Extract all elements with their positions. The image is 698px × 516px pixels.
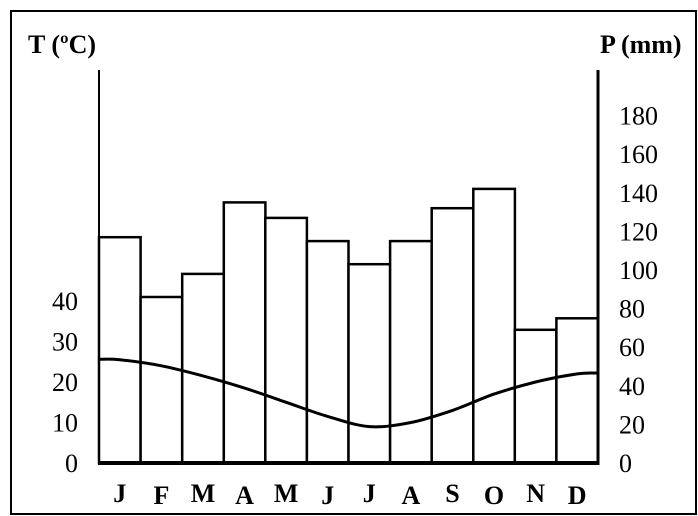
temperature-line <box>98 357 599 429</box>
right-tick-label: 40 <box>619 372 645 401</box>
month-label: S <box>445 479 459 508</box>
month-label: D <box>568 481 587 510</box>
left-tick-label: 10 <box>52 409 78 438</box>
precipitation-bar <box>513 328 558 465</box>
precipitation-bar <box>347 262 392 465</box>
precipitation-bar <box>388 239 433 465</box>
right-tick-label: 80 <box>619 295 645 324</box>
right-tick-label: 0 <box>619 449 632 478</box>
right-tick-label: 180 <box>619 102 658 131</box>
precipitation-bars <box>97 187 600 465</box>
left-axis-label: T (ºC) <box>28 30 96 59</box>
right-tick-label: 60 <box>619 333 645 362</box>
right-tick-label: 140 <box>619 179 658 208</box>
precipitation-bar <box>97 235 142 465</box>
month-label: J <box>363 479 376 508</box>
precipitation-bar <box>139 295 184 465</box>
left-tick-label: 0 <box>65 449 78 478</box>
month-label: M <box>191 479 216 508</box>
month-label: A <box>402 481 421 510</box>
right-tick-label: 20 <box>619 410 645 439</box>
month-label: J <box>321 481 334 510</box>
right-tick-label: 160 <box>619 140 658 169</box>
month-label: A <box>235 481 254 510</box>
left-tick-labels: 0 10 20 30 40 <box>52 287 78 478</box>
precipitation-bar <box>430 206 475 465</box>
left-tick-label: 20 <box>52 368 78 397</box>
right-tick-label: 120 <box>619 217 658 246</box>
precipitation-bar <box>555 317 600 465</box>
right-tick-label: 100 <box>619 256 658 285</box>
right-axis-label: P (mm) <box>600 30 682 59</box>
precipitation-bar <box>222 201 267 465</box>
month-label: J <box>113 479 126 508</box>
left-tick-label: 40 <box>52 287 78 316</box>
precipitation-bar <box>472 187 517 465</box>
right-tick-labels: 0 20 40 60 80 100 120 140 160 180 <box>619 102 658 478</box>
month-label: M <box>274 479 299 508</box>
precipitation-bar <box>305 239 350 465</box>
month-label: O <box>484 481 504 510</box>
month-label: N <box>526 479 545 508</box>
month-label: F <box>153 481 169 510</box>
left-tick-label: 30 <box>52 328 78 357</box>
precipitation-bar <box>264 216 309 465</box>
precipitation-bar <box>180 272 226 465</box>
